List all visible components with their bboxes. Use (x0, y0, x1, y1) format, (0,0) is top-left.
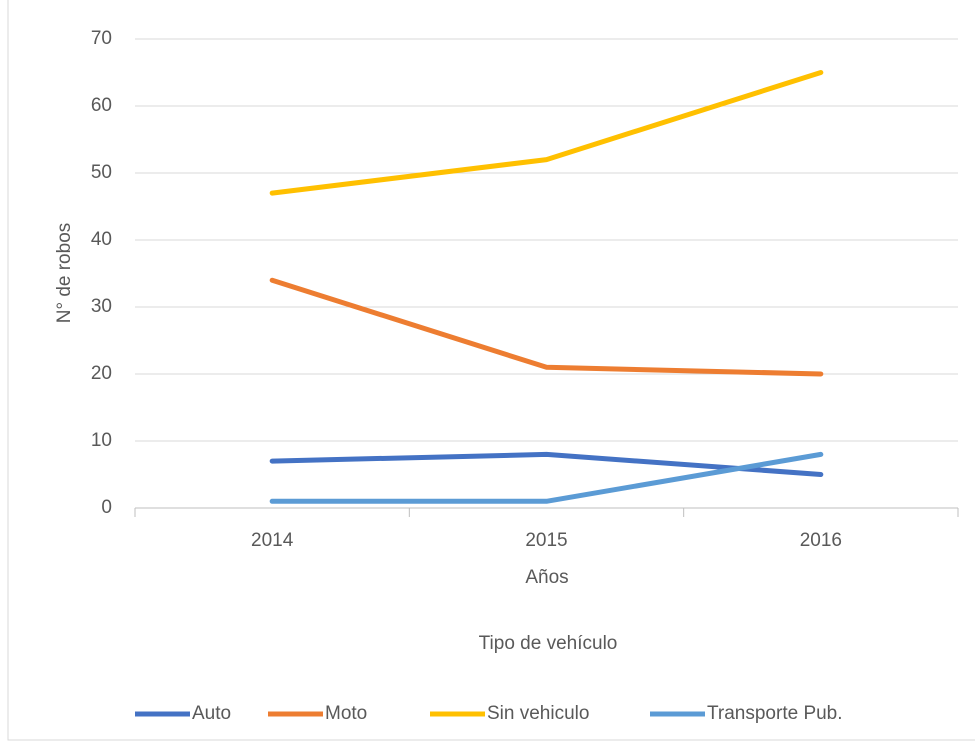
y-tick-label: 40 (91, 229, 112, 250)
legend-label: Moto (325, 703, 367, 724)
y-tick-label: 60 (91, 95, 112, 116)
y-tick-label: 10 (91, 430, 112, 451)
y-tick-label: 30 (91, 296, 112, 317)
x-axis-title: Años (525, 567, 568, 588)
y-axis-title: N° de robos (54, 223, 75, 324)
chart-frame (7, 0, 975, 741)
series-line (269, 277, 824, 377)
series-line (269, 70, 824, 196)
series-line (269, 451, 824, 504)
y-tick-label: 50 (91, 162, 112, 183)
legend-label: Transporte Pub. (707, 703, 843, 724)
legend-label: Sin vehiculo (487, 703, 589, 724)
x-tick-label: 2014 (251, 530, 294, 551)
legend-title: Tipo de vehículo (479, 633, 618, 654)
x-tick-label: 2016 (800, 530, 842, 551)
y-tick-label: 70 (91, 28, 112, 49)
legend-label: Auto (192, 703, 231, 724)
y-tick-label: 20 (91, 363, 112, 384)
x-tick-label: 2015 (525, 530, 567, 551)
y-tick-label: 0 (101, 497, 112, 518)
